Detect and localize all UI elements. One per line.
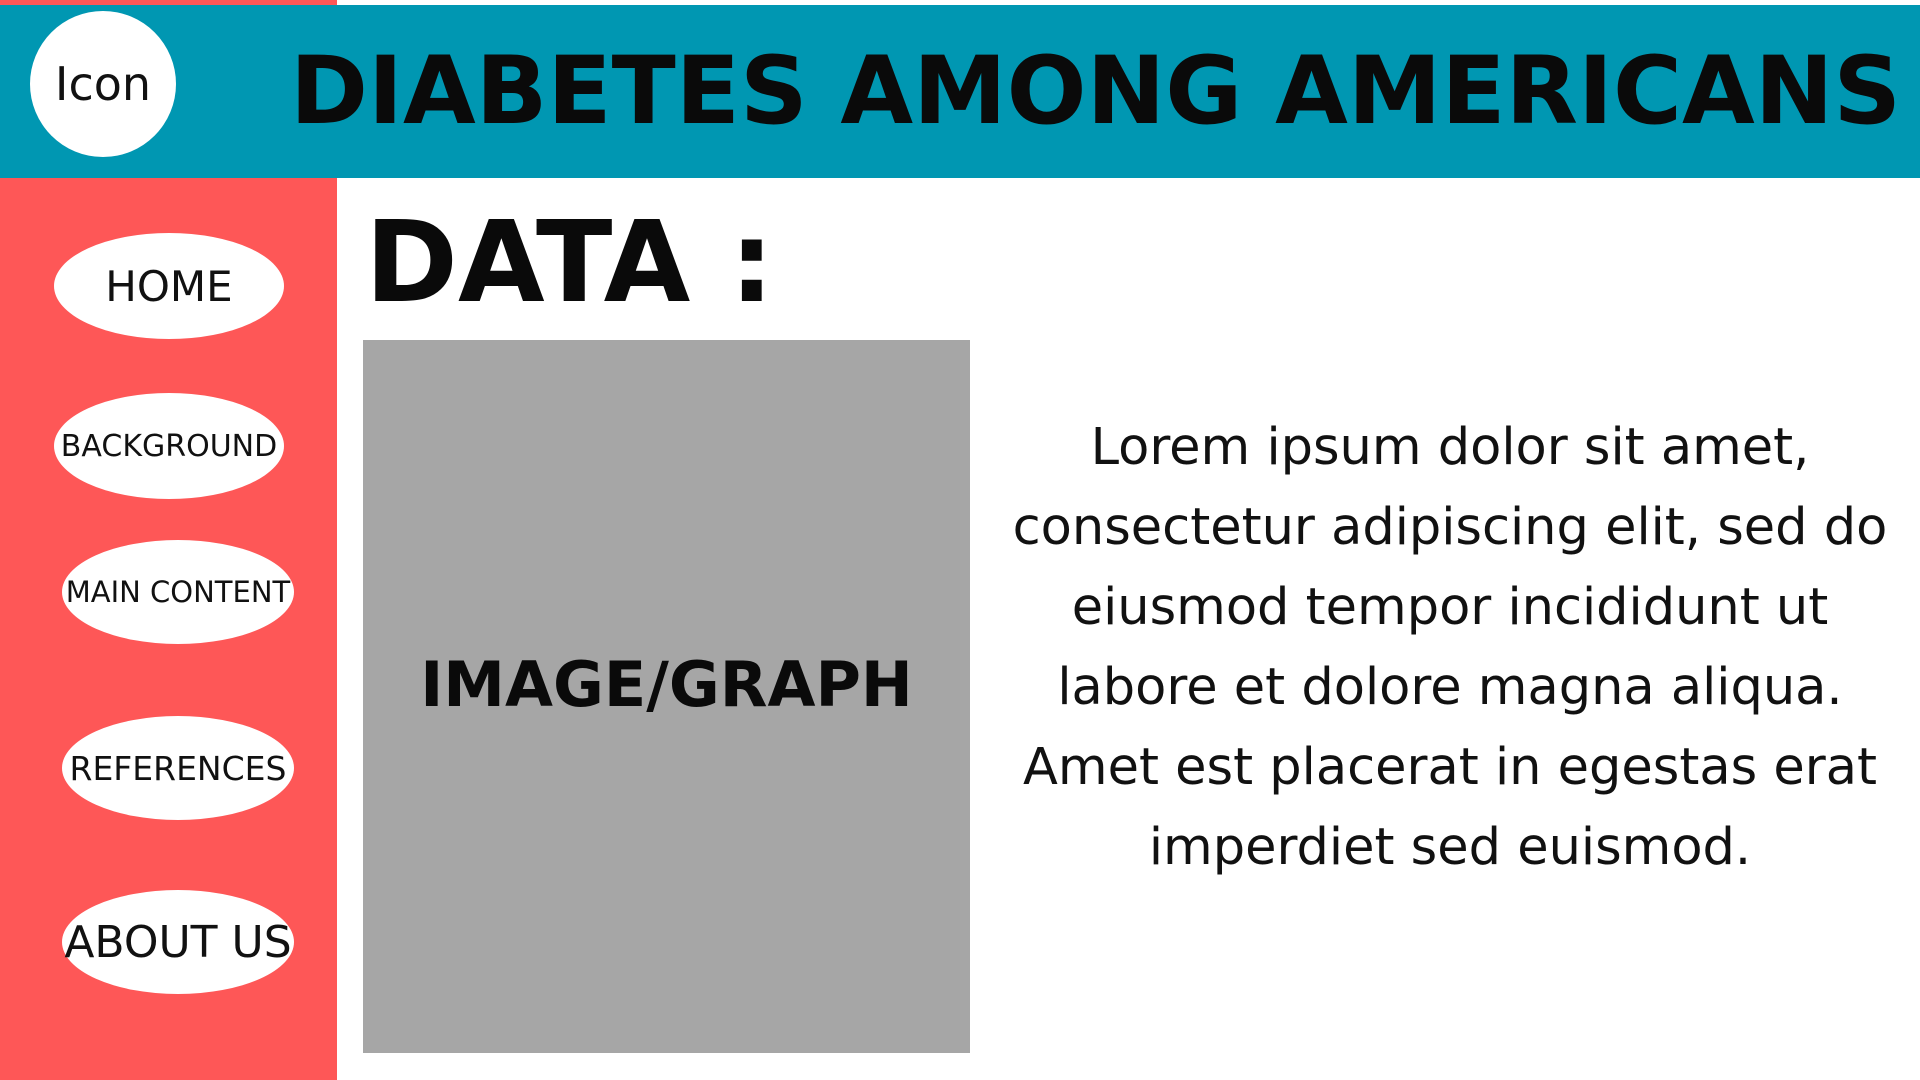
section-heading: DATA : — [365, 198, 775, 328]
image-graph-placeholder: IMAGE/GRAPH — [363, 340, 970, 1053]
logo-icon[interactable]: Icon — [30, 11, 176, 157]
nav-main-content-button[interactable]: MAIN CONTENT — [62, 540, 294, 644]
page-title: DIABETES AMONG AMERICANS — [290, 37, 1902, 146]
placeholder-label: IMAGE/GRAPH — [420, 648, 913, 721]
nav-references-button[interactable]: REFERENCES — [62, 716, 294, 820]
nav-home-button[interactable]: HOME — [54, 233, 284, 339]
nav-about-us-button[interactable]: ABOUT US — [62, 890, 294, 994]
header-bar: Icon DIABETES AMONG AMERICANS — [0, 5, 1920, 178]
nav-background-button[interactable]: BACKGROUND — [54, 393, 284, 499]
body-paragraph: Lorem ipsum dolor sit amet, consectetur … — [1012, 418, 1888, 877]
